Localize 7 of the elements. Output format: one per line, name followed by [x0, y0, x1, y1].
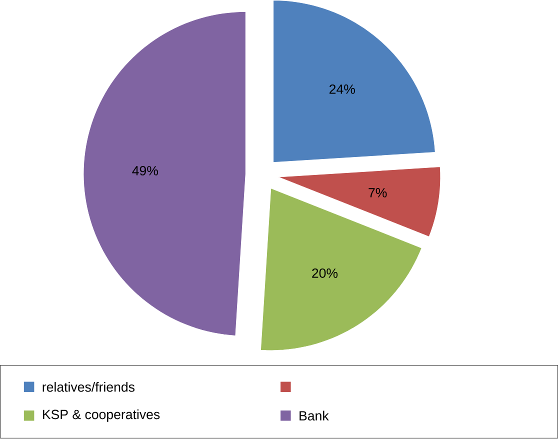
data-label: 7%: [368, 188, 387, 198]
data-label: 24%: [330, 84, 355, 94]
data-label: 20%: [312, 268, 338, 278]
data-label: 49%: [132, 166, 158, 176]
legend-label: KSP & cooperatives: [43, 410, 160, 422]
legend-label: relatives/friends: [42, 382, 135, 392]
legend-label: Bank: [300, 410, 329, 421]
